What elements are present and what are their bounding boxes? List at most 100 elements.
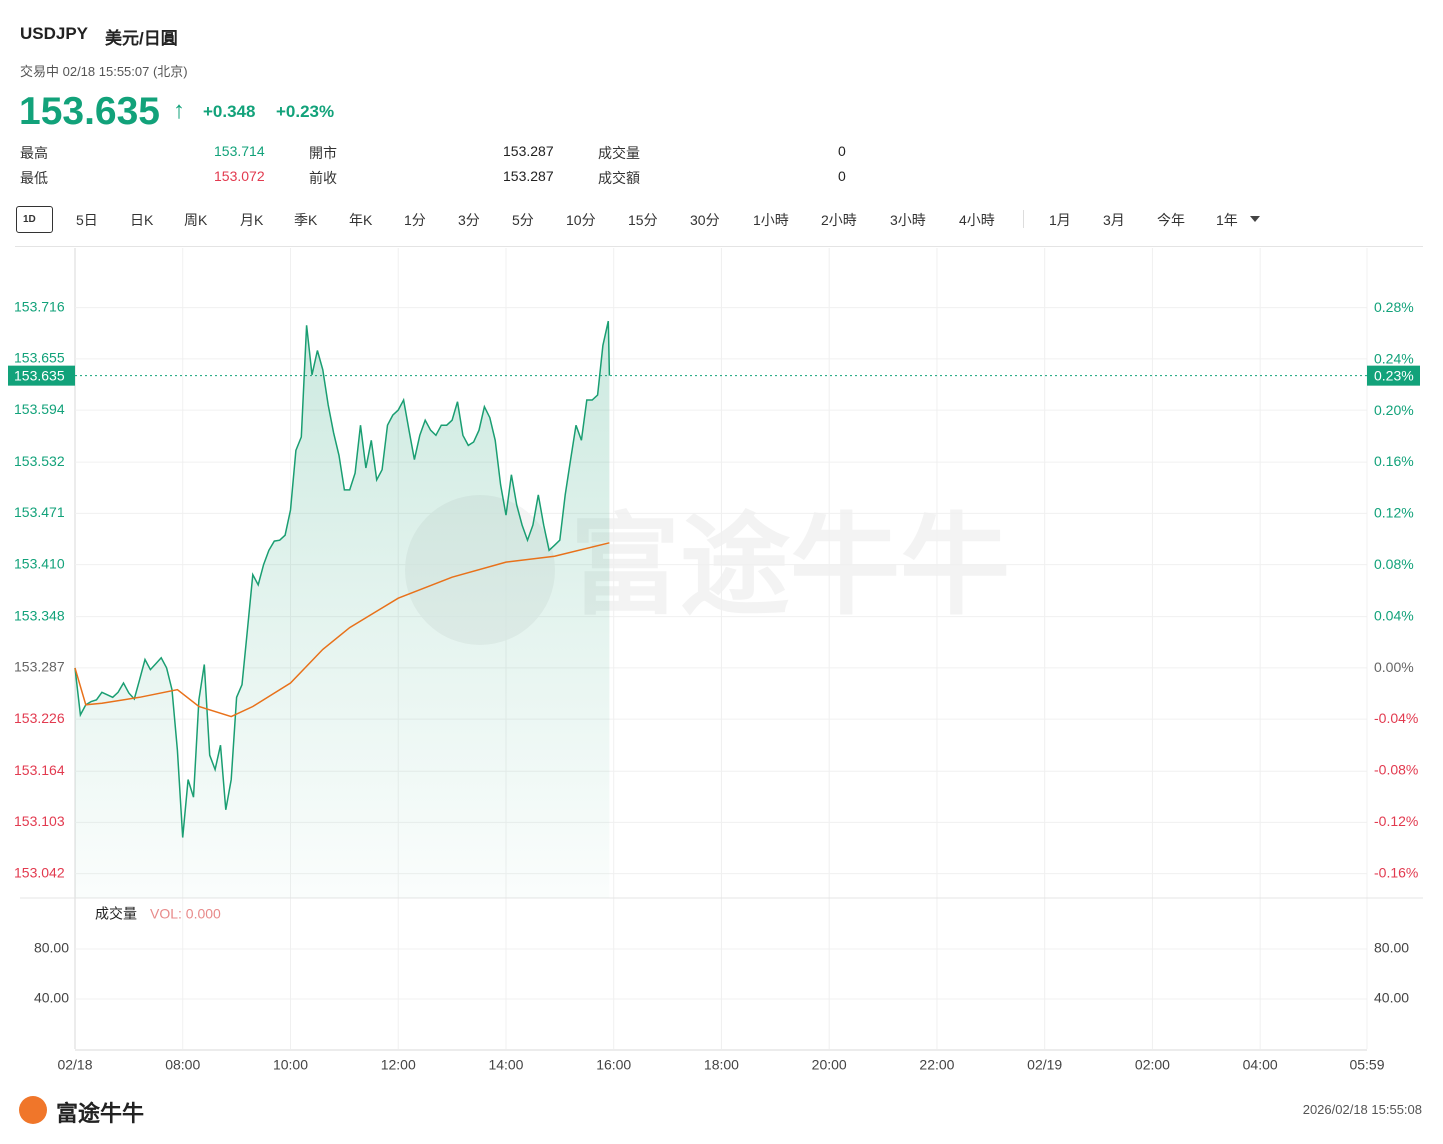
tab[interactable]: 1分: [404, 212, 426, 228]
tab[interactable]: 3月: [1103, 212, 1125, 228]
y-tick-label: 153.471: [14, 504, 65, 520]
stat-value: 153.714: [214, 143, 265, 159]
y2-tick-label: 0.12%: [1374, 505, 1414, 521]
timestamp: 2026/02/18 15:55:08: [1302, 1102, 1422, 1117]
symbol-name: 美元/日圓: [105, 29, 178, 48]
tab[interactable]: 5分: [512, 212, 534, 228]
tab[interactable]: 年K: [349, 212, 373, 228]
y2-tick-label: 0.20%: [1374, 402, 1414, 418]
y-tick-label: 153.287: [14, 659, 65, 675]
stat-label: 開市: [309, 145, 337, 161]
y-tick-label: 153.655: [14, 350, 65, 366]
last-price-tag: [8, 365, 75, 386]
tab[interactable]: 3分: [458, 212, 480, 228]
last-pct-tag: [1367, 365, 1420, 386]
x-tick-label: 02/19: [1027, 1057, 1062, 1073]
y-tick-label: 153.103: [14, 813, 65, 829]
last-pct-label: 0.23%: [1374, 367, 1414, 383]
y-tick-label: 153.532: [14, 453, 65, 469]
x-tick-label: 20:00: [812, 1057, 847, 1073]
price: 153.635: [19, 90, 160, 133]
stat-label: 前收: [309, 170, 337, 186]
area: [75, 321, 610, 899]
y2-tick-label: -0.08%: [1374, 762, 1418, 778]
logo-icon: [19, 1096, 47, 1124]
tab[interactable]: 3小時: [890, 212, 926, 228]
tab[interactable]: 2小時: [821, 212, 857, 228]
symbol: USDJPY: [20, 24, 89, 43]
x-tick-label: 05:59: [1349, 1057, 1384, 1073]
y-tick-label: 153.226: [14, 710, 65, 726]
change-pct: +0.23%: [276, 102, 335, 121]
tab[interactable]: 月K: [240, 212, 264, 228]
y2-tick-label: 80.00: [1374, 940, 1409, 956]
y-tick-label: 80.00: [34, 940, 69, 956]
stat-value: 0: [838, 168, 846, 184]
y2-tick-label: 0.28%: [1374, 299, 1414, 315]
tab[interactable]: 10分: [566, 212, 596, 228]
stat-value: 153.287: [503, 168, 554, 184]
y2-tick-label: 0.00%: [1374, 659, 1414, 675]
separator: [1023, 210, 1024, 228]
y2-tick-label: 0.08%: [1374, 556, 1414, 572]
x-tick-label: 04:00: [1243, 1057, 1278, 1073]
x-tick-label: 02/18: [57, 1057, 92, 1073]
tab[interactable]: 周K: [184, 212, 208, 228]
tab[interactable]: 季K: [294, 212, 318, 228]
y-tick-label: 153.594: [14, 401, 65, 417]
tab[interactable]: 30分: [690, 212, 720, 228]
x-tick-label: 22:00: [919, 1057, 954, 1073]
y-tick-label: 153.410: [14, 555, 65, 571]
tab[interactable]: 1月: [1049, 212, 1071, 228]
tab[interactable]: 1小時: [753, 212, 789, 228]
y2-tick-label: 0.04%: [1374, 607, 1414, 623]
tab[interactable]: 今年: [1157, 212, 1185, 228]
y-tick-label: 153.042: [14, 864, 65, 880]
status: 交易中 02/18 15:55:07 (北京): [20, 64, 188, 79]
y-tick-label: 153.164: [14, 762, 65, 778]
last-price-label: 153.635: [14, 367, 65, 383]
tab[interactable]: 4小時: [959, 212, 995, 228]
tab[interactable]: 1年: [1216, 212, 1238, 228]
y-tick-label: 40.00: [34, 990, 69, 1006]
volume-label: 成交量: [95, 906, 137, 922]
x-tick-label: 18:00: [704, 1057, 739, 1073]
tab[interactable]: 15分: [628, 212, 658, 228]
stat-label: 最高: [20, 145, 48, 161]
x-tick-label: 14:00: [488, 1057, 523, 1073]
tab-box: [16, 206, 53, 233]
x-tick-label: 12:00: [381, 1057, 416, 1073]
change: +0.348: [203, 102, 256, 121]
stat-label: 成交額: [598, 170, 640, 186]
y2-tick-label: 0.24%: [1374, 350, 1414, 366]
arrow: ↑: [173, 97, 185, 124]
y2-tick-label: 0.16%: [1374, 453, 1414, 469]
y-tick-label: 153.716: [14, 298, 65, 314]
dropdown-caret: [1250, 216, 1260, 222]
stat-label: 最低: [20, 170, 48, 186]
x-tick-label: 08:00: [165, 1057, 200, 1073]
stat-label: 成交量: [598, 145, 640, 161]
y2-tick-label: -0.04%: [1374, 710, 1418, 726]
y-tick-label: 153.348: [14, 607, 65, 623]
stat-value: 153.287: [503, 143, 554, 159]
tab[interactable]: 5日: [76, 212, 98, 228]
y2-tick-label: -0.16%: [1374, 864, 1418, 880]
x-tick-label: 10:00: [273, 1057, 308, 1073]
y2-tick-label: -0.12%: [1374, 813, 1418, 829]
volume-value: VOL: 0.000: [150, 906, 221, 922]
x-tick-label: 02:00: [1135, 1057, 1170, 1073]
line: [74, 542, 610, 718]
stat-value: 153.072: [214, 168, 265, 184]
stat-value: 0: [838, 143, 846, 159]
tab[interactable]: 日K: [130, 212, 154, 228]
divider: [15, 246, 1423, 247]
y2-tick-label: 40.00: [1374, 990, 1409, 1006]
x-tick-label: 16:00: [596, 1057, 631, 1073]
watermark: 富途牛牛: [570, 505, 1010, 628]
logo: 富途牛牛: [56, 1101, 145, 1126]
tab[interactable]: 1D: [23, 214, 36, 225]
line: [74, 320, 611, 838]
